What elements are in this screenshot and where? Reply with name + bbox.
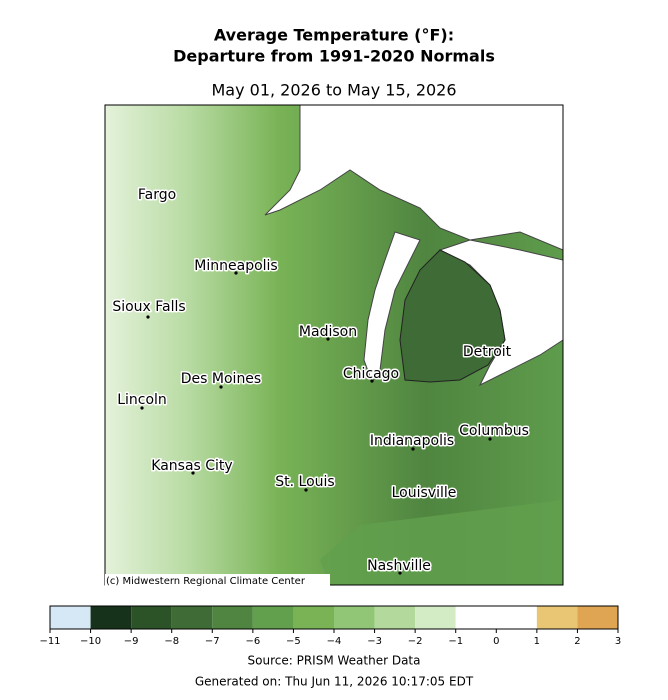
colorbar-tick-label: −9 [124,636,139,647]
colorbar-bin [171,606,213,629]
colorbar-tick-label: −6 [245,636,260,647]
colorbar-bin [536,606,578,629]
colorbar-tick-label: 2 [574,636,580,647]
colorbar-bin [90,606,132,629]
colorbar-tick-label: −8 [164,636,179,647]
city-dot [488,437,492,441]
title: Average Temperature (°F): [214,26,454,45]
colorbar-bin [455,606,497,629]
city-dot [370,379,374,383]
colorbar-bin [252,606,294,629]
colorbar-tick-label: 1 [534,636,540,647]
map-frame [104,104,564,586]
lake-superior [264,104,564,251]
colorbar-tick-label: 0 [493,636,499,647]
colorbar-bin [334,606,375,629]
colorbar: −11 −10 −9 −8 −7 −6 −5 −4 −3 −2 −1 0 1 2 3 [39,605,621,647]
credit-bg [105,574,330,587]
colorbar-tick-label: −7 [205,636,220,647]
city-dot [304,488,308,492]
city-dot [146,315,150,319]
colorbar-bin [293,606,334,629]
city-dot [191,471,195,475]
colorbar-tick-label: −4 [327,636,342,647]
colorbar-tick-label: −3 [367,636,382,647]
date-range: May 01, 2026 to May 15, 2026 [211,81,456,100]
colorbar-tick-label: −5 [286,636,301,647]
generated: Generated on: Thu Jun 11, 2026 10:17:05 … [195,675,474,689]
colorbar-tick-label: 3 [615,636,621,647]
city-label: Lincoln [117,392,167,408]
southern-region [320,500,563,585]
colorbar-bin [496,606,537,629]
title: Departure from 1991-2020 Normals [173,47,495,66]
city-dot [398,571,402,575]
lower-michigan [399,249,506,383]
city-label: Minneapolis [194,258,277,274]
colorbar-bin [131,606,172,629]
city-label: Columbus [459,423,529,439]
colorbar-tick-label: −10 [80,636,101,647]
city-dot [411,447,415,451]
city-label: Nashville [367,558,431,574]
credit: (c) Midwestern Regional Climate Center [106,576,306,587]
colorbar-bin [50,606,91,629]
source: Source: PRISM Weather Data [248,654,421,668]
colorbar-bin [577,606,618,629]
city-label: Louisville [392,485,457,501]
lake-michigan [363,231,421,384]
city-label: St. Louis [275,474,334,490]
map: (c) Midwestern Regional Climate Center [104,104,564,587]
colorbar-tick-label: −2 [408,636,423,647]
city-dot [219,385,223,389]
city-label: Madison [299,324,357,340]
city-label: Indianapolis [370,433,454,449]
city-label: Chicago [343,366,399,382]
city-dot [234,271,238,275]
city-label: Kansas City [151,458,232,474]
city-dot [140,406,144,410]
colorbar-bin [374,606,416,629]
colorbar-tick-label: −11 [39,636,60,647]
city-label: Detroit [463,344,512,360]
city-dot [326,337,330,341]
colorbar-bin [415,606,456,629]
city-label: Des Moines [181,371,261,387]
city-labels: Fargo Minneapolis Sioux Falls Madison Des Mo… [111,186,531,576]
city-label: Sioux Falls [112,299,185,315]
colorbar-tick-label: −1 [448,636,463,647]
colorbar-bin [212,606,253,629]
city-label: Fargo [138,187,176,203]
